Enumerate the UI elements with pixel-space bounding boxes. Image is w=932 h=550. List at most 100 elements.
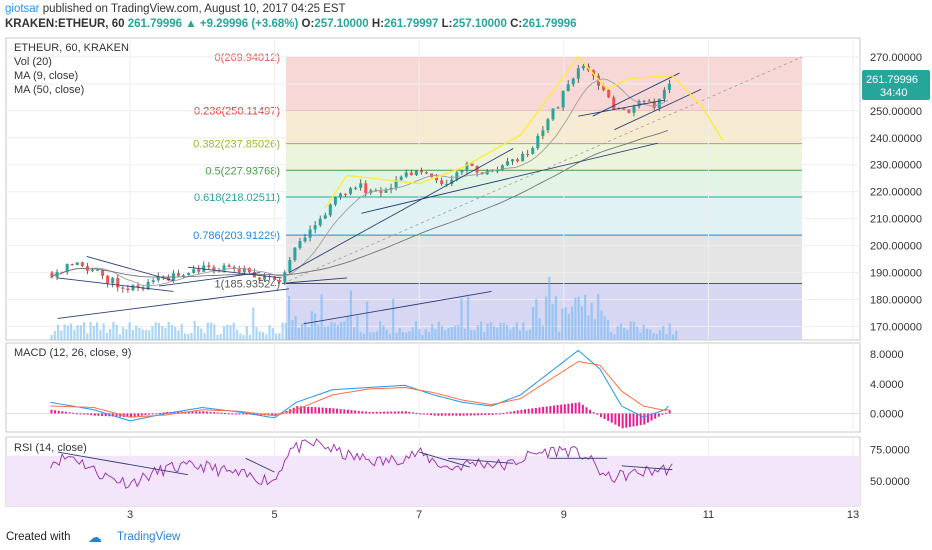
volume-bar	[466, 296, 470, 340]
macd-histogram-bar	[618, 413, 621, 427]
volume-bar	[584, 294, 587, 340]
price-change: +9.29996 (+3.68%)	[199, 18, 299, 30]
macd-histogram-bar	[599, 413, 602, 418]
candle-body	[500, 165, 504, 171]
open-value: 257.10000	[314, 18, 369, 30]
candle-body	[531, 148, 535, 154]
volume-bar	[92, 325, 95, 340]
rsi-trend-line	[621, 465, 673, 471]
candle-body	[662, 89, 666, 99]
volume-bar	[125, 329, 128, 340]
volume-bar	[265, 334, 268, 340]
candle-body	[121, 287, 125, 289]
time-tick-label: 7	[416, 509, 422, 521]
volume-bar	[239, 333, 242, 340]
volume-bar	[662, 326, 665, 340]
volume-bar	[558, 331, 561, 340]
candle-body	[414, 170, 418, 176]
time-tick-label: 3	[127, 509, 133, 521]
price-tick-label: 190.00000	[870, 268, 922, 280]
volume-bar	[675, 330, 678, 340]
candle-body	[404, 172, 408, 177]
macd-histogram-bar	[364, 411, 367, 414]
candle-body	[338, 193, 342, 198]
macd-histogram-bar	[571, 403, 574, 414]
candle-body	[430, 173, 434, 178]
candle-body	[465, 163, 469, 171]
candle-body	[516, 159, 520, 162]
volume-bar	[148, 330, 151, 340]
candle-body	[445, 183, 449, 185]
macd-histogram-bar	[480, 413, 483, 416]
volume-bar	[649, 329, 652, 340]
macd-tick-label: 4.0000	[870, 379, 904, 391]
price-tick-label: 170.00000	[870, 322, 922, 334]
candle-body	[647, 100, 651, 102]
candle-body	[505, 161, 509, 166]
volume-bar	[50, 334, 53, 340]
candle-body	[308, 229, 312, 238]
macd-histogram-bar	[513, 411, 516, 414]
macd-histogram-bar	[661, 413, 664, 415]
tradingview-logo-icon[interactable]: ☁	[88, 529, 102, 545]
projection-path	[324, 55, 724, 209]
volume-bar	[554, 295, 557, 340]
volume-bar	[216, 334, 219, 340]
price-tick-label: 230.00000	[870, 160, 922, 172]
volume-bar	[362, 333, 366, 340]
macd-histogram-bar	[213, 412, 216, 414]
macd-title: MACD (12, 26, close, 9)	[14, 347, 132, 359]
candle-body	[60, 271, 64, 273]
low-value: 257.10000	[452, 18, 507, 30]
volume-bar	[405, 332, 408, 340]
macd-histogram-bar	[451, 413, 454, 416]
volume-bar	[499, 322, 502, 340]
volume-bar	[99, 329, 102, 340]
candle-body	[622, 108, 626, 110]
volume-bar	[307, 327, 310, 340]
fib-level-label: 0(269.94012)	[215, 52, 280, 64]
volume-bar	[603, 315, 606, 340]
publisher-user[interactable]: giotsar	[5, 3, 40, 15]
macd-histogram-bar	[328, 408, 331, 414]
volume-bar	[470, 329, 473, 340]
trend-line	[592, 72, 680, 117]
volume-bar	[157, 322, 161, 340]
volume-bar	[531, 306, 535, 340]
volume-bar	[317, 324, 320, 340]
candle-body	[409, 172, 413, 176]
volume-bar	[174, 326, 177, 340]
macd-histogram-bar	[166, 411, 169, 414]
macd-histogram-bar	[632, 413, 635, 427]
macd-histogram-bar	[83, 413, 86, 415]
macd-histogram-bar	[90, 413, 93, 416]
macd-histogram-bar	[383, 411, 386, 414]
trend-line	[86, 255, 174, 282]
macd-histogram-bar	[375, 411, 378, 414]
candle-body	[166, 276, 170, 281]
macd-histogram-bar	[603, 413, 606, 420]
macd-histogram-bar	[270, 413, 273, 416]
macd-histogram-bar	[505, 412, 508, 414]
macd-histogram-bar	[549, 406, 552, 414]
macd-histogram-bar	[560, 404, 563, 414]
volume-bar	[310, 311, 313, 340]
rsi-tick-label: 75.0000	[870, 445, 910, 457]
macd-histogram-bar	[397, 411, 400, 414]
macd-histogram-bar	[245, 413, 248, 415]
volume-bar	[314, 313, 317, 340]
footer-brand[interactable]: TradingView	[117, 531, 181, 543]
macd-histogram-bar	[346, 409, 349, 414]
candle-body	[247, 267, 251, 273]
volume-bar	[619, 323, 623, 340]
macd-histogram-bar	[64, 411, 67, 414]
volume-bar	[665, 334, 668, 340]
candle-body	[349, 188, 353, 194]
trend-line	[57, 288, 290, 319]
macd-histogram-bar	[144, 413, 147, 416]
volume-bar	[512, 326, 515, 340]
volume-bar	[196, 326, 200, 340]
volume-bar	[53, 330, 56, 340]
macd-histogram-bar	[379, 411, 382, 414]
